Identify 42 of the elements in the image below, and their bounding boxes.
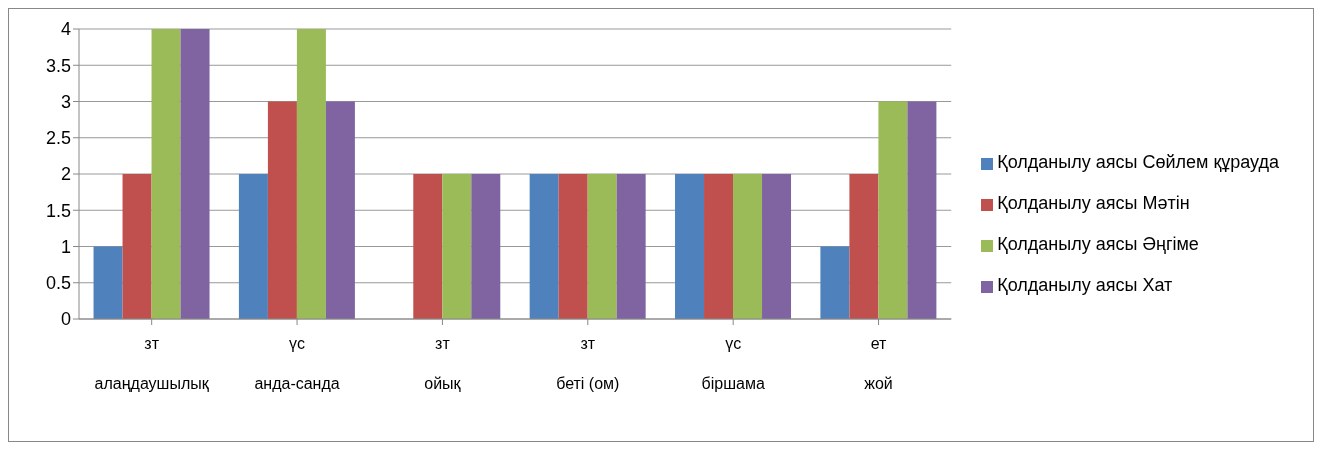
category-label: үс біршама: [701, 335, 765, 392]
y-tick-label: 0: [60, 309, 71, 330]
category-label: үс анда-санда: [254, 335, 340, 392]
bar: [529, 174, 559, 319]
y-tick-label: 2.5: [45, 128, 71, 149]
bar: [878, 101, 908, 319]
bar: [238, 174, 268, 319]
y-tick-label: 0.5: [45, 273, 71, 294]
bar: [180, 29, 210, 319]
bar: [587, 174, 617, 319]
bar: [122, 174, 152, 319]
bar: [616, 174, 646, 319]
bar: [93, 246, 123, 319]
y-tick-label: 3: [60, 91, 71, 112]
bar: [267, 101, 297, 319]
bar: [296, 29, 326, 319]
bar: [675, 174, 705, 319]
y-tick-label: 3.5: [45, 55, 71, 76]
category-label: ет жой: [864, 335, 893, 392]
bar: [907, 101, 937, 319]
bar: [820, 246, 850, 319]
legend-label: Қолданылу аясы Сөйлем құрауда: [997, 152, 1279, 172]
bar: [325, 101, 355, 319]
legend-label: Қолданылу аясы Хат: [997, 275, 1173, 295]
legend-label: Қолданылу аясы Әңгіме: [997, 234, 1199, 254]
bar: [733, 174, 763, 319]
y-tick-label: 2: [60, 164, 71, 185]
bar: [704, 174, 734, 319]
y-tick-label: 1.5: [45, 200, 71, 221]
y-tick-label: 4: [60, 19, 71, 40]
category-label: зт ойық: [424, 335, 461, 392]
y-tick-label: 1: [60, 236, 71, 257]
bar: [471, 174, 501, 319]
legend-label: Қолданылу аясы Мәтін: [997, 193, 1190, 213]
bar: [151, 29, 181, 319]
bar: [762, 174, 792, 319]
bar: [413, 174, 443, 319]
bar: [558, 174, 588, 319]
bar: [849, 174, 879, 319]
category-label: зт беті (ом): [556, 335, 620, 392]
category-label: зт алаңдаушылық: [94, 335, 209, 392]
bar: [442, 174, 472, 319]
